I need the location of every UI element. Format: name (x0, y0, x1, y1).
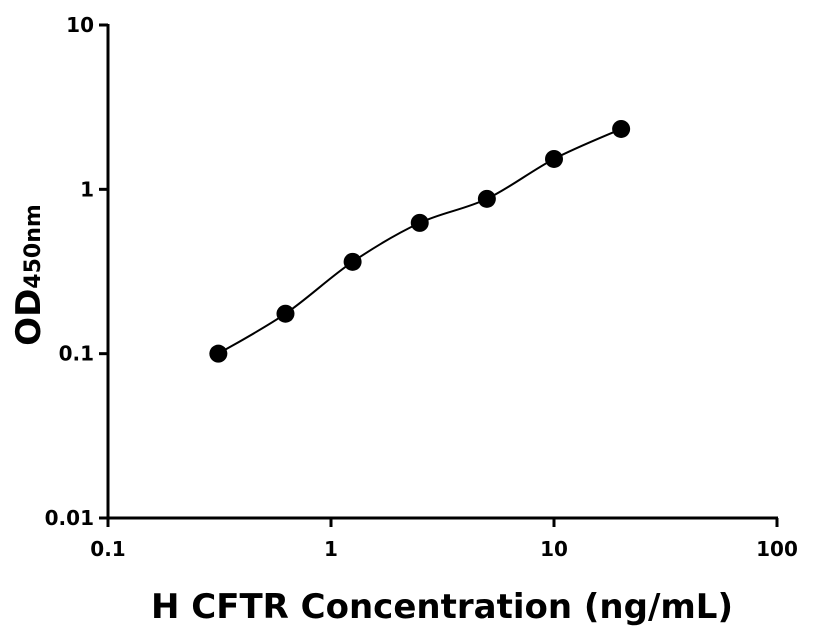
data-point (612, 119, 631, 138)
x-tick-label: 100 (756, 537, 798, 561)
y-tick-label: 0.01 (45, 506, 94, 530)
x-tick-label: 0.1 (90, 537, 125, 561)
data-point (410, 213, 429, 232)
data-point (276, 304, 295, 323)
y-tick-label: 0.1 (59, 342, 94, 366)
y-tick-label: 10 (66, 13, 94, 37)
data-point (477, 189, 496, 208)
x-tick-label: 1 (324, 537, 338, 561)
x-axis-label: H CFTR Concentration (ng/mL) (151, 587, 733, 627)
y-label-subscript: 450nm (21, 204, 46, 289)
data-point (545, 149, 563, 168)
y-label-main: OD (9, 289, 49, 346)
x-tick-label: 10 (540, 537, 568, 561)
y-axis-label: OD450nm (9, 204, 49, 346)
data-point (209, 344, 228, 363)
y-tick-label: 1 (80, 177, 94, 201)
data-point (343, 252, 362, 271)
